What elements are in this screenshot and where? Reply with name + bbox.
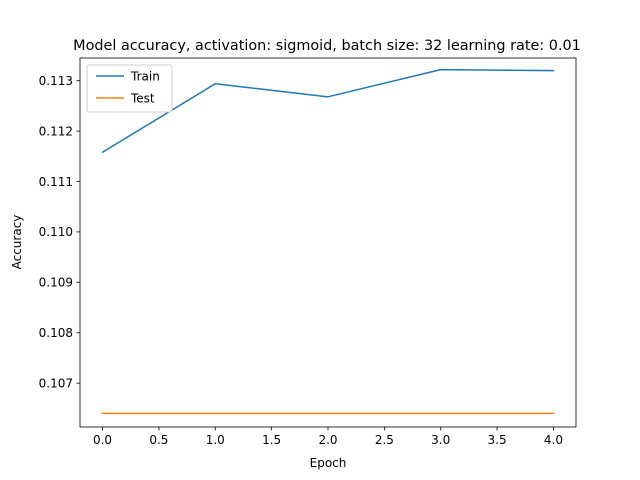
y-axis-ticks: 0.107 0.108 0.109 0.110 0.111 0.112 0.113: [39, 74, 80, 390]
x-tick-label: 0.0: [93, 433, 112, 447]
y-axis-label: Accuracy: [10, 215, 24, 270]
y-tick-label: 0.110: [39, 225, 73, 239]
y-tick-label: 0.112: [39, 124, 73, 138]
plot-frame: [79, 57, 577, 428]
legend-test-label: Test: [130, 92, 155, 106]
plot-area: [80, 58, 576, 427]
x-tick-label: 4.0: [544, 433, 563, 447]
y-tick-label: 0.108: [39, 326, 73, 340]
x-axis-label: Epoch: [310, 456, 347, 470]
series-layer: [101, 68, 555, 415]
y-tick-label: 0.113: [39, 74, 73, 88]
x-tick-label: 2.0: [318, 433, 337, 447]
x-tick-label: 0.5: [149, 433, 168, 447]
x-tick-label: 3.5: [488, 433, 507, 447]
y-tick-label: 0.107: [39, 376, 73, 390]
x-tick-label: 2.5: [375, 433, 394, 447]
y-tick-label: 0.111: [39, 175, 73, 189]
legend: Train Test: [86, 64, 173, 113]
x-axis-ticks: 0.0 0.5 1.0 1.5 2.0 2.5 3.0 3.5 4.0: [93, 427, 563, 447]
chart-title: Model accuracy, activation: sigmoid, bat…: [73, 38, 581, 54]
y-tick-label: 0.109: [39, 276, 73, 290]
x-tick-label: 3.0: [431, 433, 450, 447]
x-tick-label: 1.5: [262, 433, 281, 447]
x-tick-label: 1.0: [206, 433, 225, 447]
legend-train-label: Train: [130, 70, 160, 84]
series-line-train: [101, 68, 555, 154]
